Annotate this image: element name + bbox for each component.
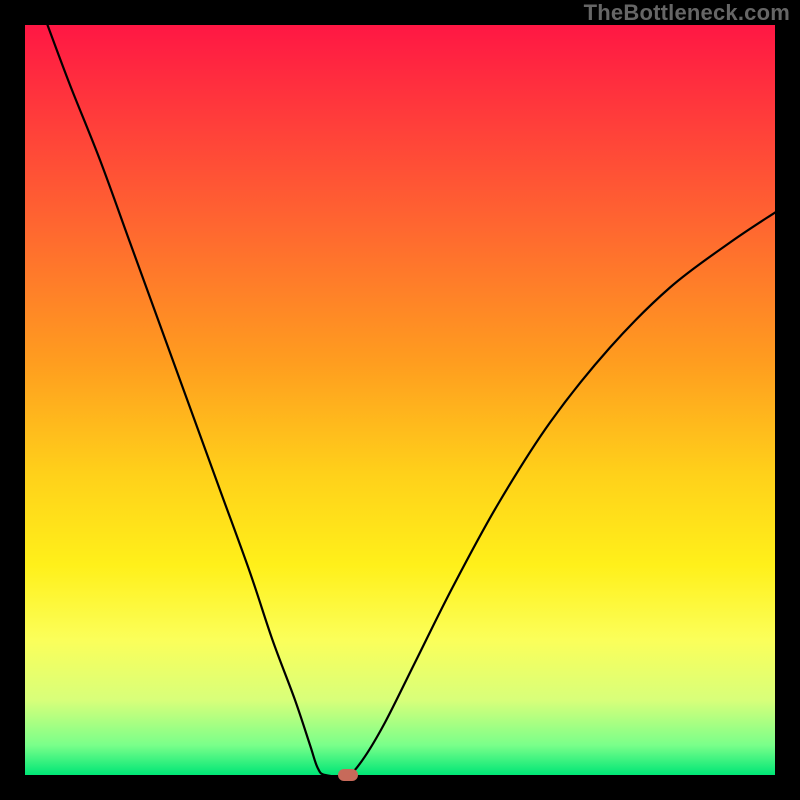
bottleneck-curve (25, 25, 775, 775)
canvas: TheBottleneck.com (0, 0, 800, 800)
watermark-text: TheBottleneck.com (584, 0, 790, 26)
optimal-point-marker (338, 769, 358, 781)
plot-area (25, 25, 775, 775)
